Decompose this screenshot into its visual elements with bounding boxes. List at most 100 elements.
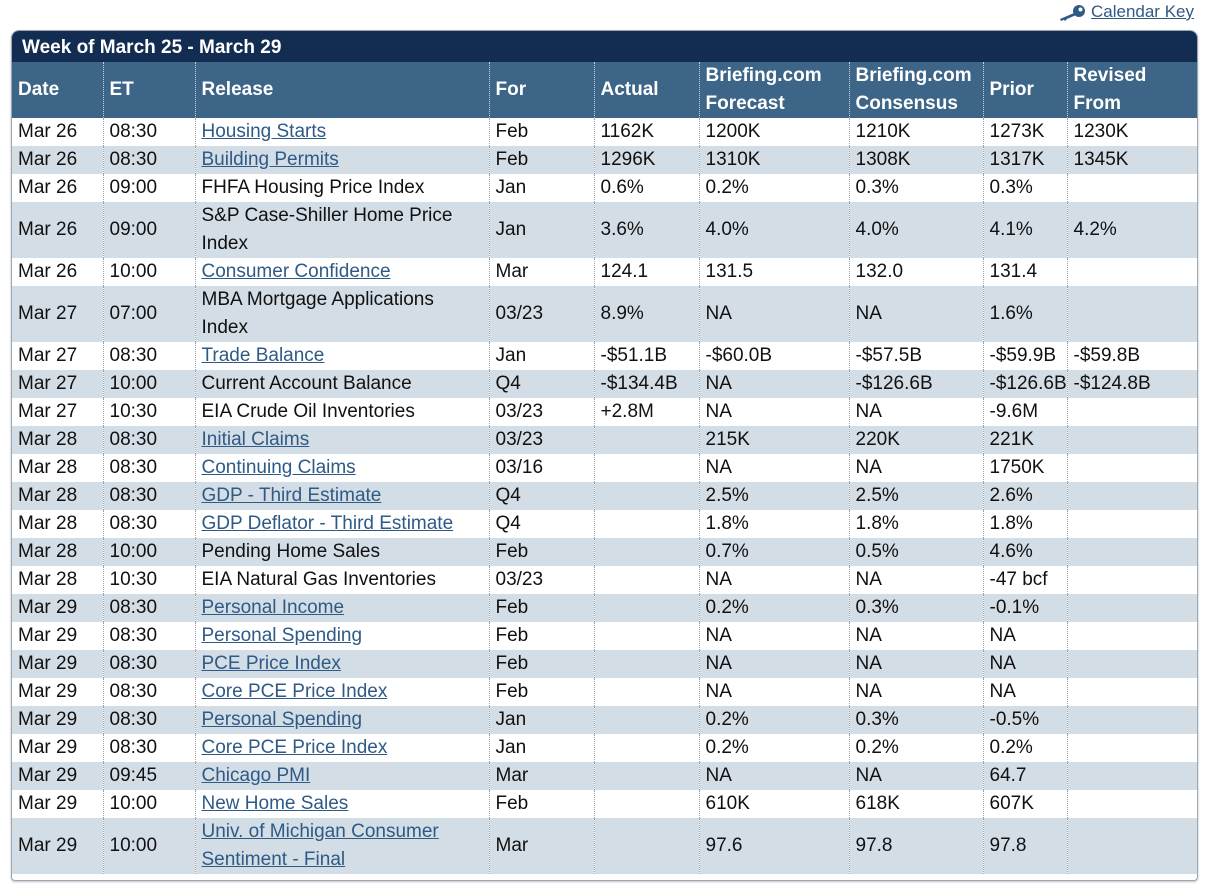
table-row: Mar 26 09:00 FHFA Housing Price Index Jan 0.…: [12, 174, 1197, 202]
forecast-cell: 1.8%: [699, 510, 850, 538]
release-link[interactable]: Chicago PMI: [201, 765, 311, 786]
forecast-cell: NA: [699, 370, 850, 398]
for-cell: Feb: [489, 790, 595, 818]
release-link[interactable]: PCE Price Index: [201, 653, 341, 674]
prior-cell: 1.6%: [983, 286, 1068, 342]
for-cell: Feb: [489, 678, 595, 706]
release-cell: Building Permits: [195, 146, 490, 174]
release-link[interactable]: GDP Deflator - Third Estimate: [201, 513, 454, 534]
date-cell: Mar 27: [12, 286, 104, 342]
time-cell: 08:30: [103, 510, 196, 538]
revised-from-cell: [1067, 594, 1197, 622]
release-cell: FHFA Housing Price Index: [195, 174, 490, 202]
release-link[interactable]: Personal Spending: [201, 709, 363, 730]
for-cell: Jan: [489, 202, 595, 258]
table-row: Mar 26 08:30 Housing Starts Feb 1162K 1200K 12…: [12, 118, 1197, 146]
revised-from-cell: [1067, 622, 1197, 650]
for-cell: Mar: [489, 258, 595, 286]
for-cell: Jan: [489, 706, 595, 734]
prior-cell: -0.5%: [983, 706, 1068, 734]
time-cell: 08:30: [103, 734, 196, 762]
release-link[interactable]: Personal Income: [201, 597, 345, 618]
column-header-forecast: Briefing.com Forecast: [699, 62, 850, 118]
release-cell: New Home Sales: [195, 790, 490, 818]
revised-from-cell: [1067, 482, 1197, 510]
date-cell: Mar 29: [12, 594, 104, 622]
actual-cell: [594, 510, 700, 538]
revised-from-cell: -$124.8B: [1067, 370, 1197, 398]
time-cell: 10:00: [103, 370, 196, 398]
release-link[interactable]: Core PCE Price Index: [201, 681, 388, 702]
for-cell: Jan: [489, 734, 595, 762]
consensus-cell: NA: [849, 762, 984, 790]
revised-from-cell: [1067, 762, 1197, 790]
date-cell: Mar 28: [12, 482, 104, 510]
for-cell: 03/23: [489, 426, 595, 454]
consensus-cell: NA: [849, 286, 984, 342]
consensus-cell: NA: [849, 622, 984, 650]
release-link[interactable]: Consumer Confidence: [201, 261, 391, 282]
calendar-key-link[interactable]: Calendar Key: [1057, 2, 1194, 22]
consensus-cell: 97.8: [849, 818, 984, 874]
forecast-cell: 215K: [699, 426, 850, 454]
release-cell: Personal Spending: [195, 622, 490, 650]
prior-cell: 1273K: [983, 118, 1068, 146]
date-cell: Mar 29: [12, 790, 104, 818]
for-cell: Feb: [489, 594, 595, 622]
release-link[interactable]: GDP - Third Estimate: [201, 485, 382, 506]
date-cell: Mar 27: [12, 342, 104, 370]
actual-cell: [594, 454, 700, 482]
forecast-cell: NA: [699, 650, 850, 678]
forecast-cell: NA: [699, 454, 850, 482]
forecast-cell: NA: [699, 622, 850, 650]
consensus-cell: NA: [849, 566, 984, 594]
release-cell: Univ. of Michigan Consumer Sentiment - F…: [195, 818, 490, 874]
revised-from-cell: [1067, 174, 1197, 202]
consensus-cell: 1210K: [849, 118, 984, 146]
release-link[interactable]: Building Permits: [201, 149, 339, 170]
revised-from-cell: [1067, 426, 1197, 454]
time-cell: 08:30: [103, 146, 196, 174]
prior-cell: -0.1%: [983, 594, 1068, 622]
forecast-cell: NA: [699, 678, 850, 706]
release-link[interactable]: Core PCE Price Index: [201, 737, 388, 758]
date-cell: Mar 26: [12, 174, 104, 202]
for-cell: Feb: [489, 146, 595, 174]
release-link[interactable]: Trade Balance: [201, 345, 325, 366]
release-link[interactable]: Housing Starts: [201, 121, 327, 142]
release-cell: Consumer Confidence: [195, 258, 490, 286]
for-cell: Feb: [489, 118, 595, 146]
release-link[interactable]: Continuing Claims: [201, 457, 356, 478]
consensus-cell: 220K: [849, 426, 984, 454]
table-row: Mar 29 08:30 Core PCE Price Index Feb NA NA NA: [12, 678, 1197, 706]
release-link[interactable]: New Home Sales: [201, 793, 349, 814]
prior-cell: 64.7: [983, 762, 1068, 790]
economic-calendar-table: Date ET Release For Actual Briefing.com …: [12, 62, 1197, 874]
consensus-cell: 0.2%: [849, 734, 984, 762]
table-row: Mar 27 10:00 Current Account Balance Q4 -$13…: [12, 370, 1197, 398]
actual-cell: 3.6%: [594, 202, 700, 258]
key-icon: [1059, 5, 1085, 21]
table-row: Mar 29 08:30 Personal Spending Feb NA NA NA: [12, 622, 1197, 650]
date-cell: Mar 29: [12, 818, 104, 874]
table-row: Mar 29 10:00 New Home Sales Feb 610K 618K 607K: [12, 790, 1197, 818]
column-header-et: ET: [103, 62, 196, 118]
release-link[interactable]: Personal Spending: [201, 625, 363, 646]
actual-cell: [594, 594, 700, 622]
consensus-cell: -$57.5B: [849, 342, 984, 370]
prior-cell: 1750K: [983, 454, 1068, 482]
top-bar: Calendar Key: [0, 0, 1216, 28]
release-cell: Housing Starts: [195, 118, 490, 146]
prior-cell: 1.8%: [983, 510, 1068, 538]
prior-cell: 97.8: [983, 818, 1068, 874]
revised-from-cell: [1067, 538, 1197, 566]
for-cell: Mar: [489, 762, 595, 790]
forecast-cell: 4.0%: [699, 202, 850, 258]
release-link[interactable]: Initial Claims: [201, 429, 310, 450]
release-link[interactable]: Univ. of Michigan Consumer Sentiment - F…: [201, 821, 439, 870]
time-cell: 08:30: [103, 342, 196, 370]
consensus-cell: 618K: [849, 790, 984, 818]
actual-cell: [594, 426, 700, 454]
table-row: Mar 28 08:30 GDP - Third Estimate Q4 2.5% 2.5…: [12, 482, 1197, 510]
table-row: Mar 29 08:30 Core PCE Price Index Jan 0.2% 0.…: [12, 734, 1197, 762]
